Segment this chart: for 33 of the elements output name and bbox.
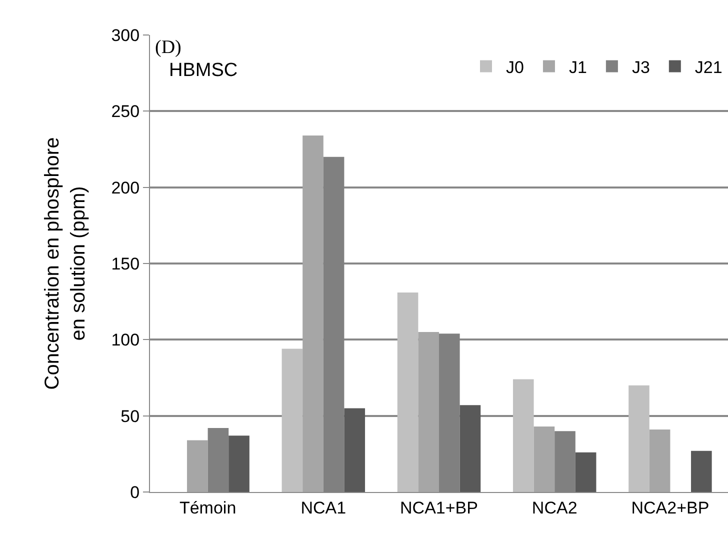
x-tick-label: NCA2+BP xyxy=(631,498,710,518)
y-tick-label: 250 xyxy=(111,102,140,122)
y-tick-label: 100 xyxy=(111,330,140,350)
bar xyxy=(186,440,208,492)
legend-label: J0 xyxy=(506,58,524,77)
bar xyxy=(534,426,555,492)
bar xyxy=(228,436,250,492)
x-tick-label: NCA2 xyxy=(532,498,578,518)
bar xyxy=(302,136,324,492)
legend-label: J3 xyxy=(632,58,650,77)
bar xyxy=(282,348,303,492)
legend-label: J21 xyxy=(694,58,722,77)
bar xyxy=(344,408,366,492)
x-tick-label: NCA1 xyxy=(300,498,346,518)
bar xyxy=(628,385,650,492)
annotation: HBMSC xyxy=(169,60,238,81)
bar xyxy=(691,450,712,492)
bar xyxy=(575,452,596,492)
bar xyxy=(460,405,481,492)
y-axis-title: Concentration en phosphore en solution (ppm) xyxy=(42,137,90,390)
bar xyxy=(397,292,418,492)
legend-label: J1 xyxy=(568,58,587,77)
x-tick-label: NCA1+BP xyxy=(400,498,478,518)
x-tick-label: Témoin xyxy=(179,498,236,518)
y-tick-label: 300 xyxy=(111,26,140,45)
bar xyxy=(649,430,670,492)
bar xyxy=(418,332,439,492)
bar xyxy=(512,379,534,492)
y-tick-label: 150 xyxy=(111,254,140,274)
y-tick-label: 50 xyxy=(120,406,140,426)
y-tick-label: 0 xyxy=(130,482,140,502)
y-tick-label: 200 xyxy=(111,178,140,198)
annotation: (D) xyxy=(155,37,182,58)
